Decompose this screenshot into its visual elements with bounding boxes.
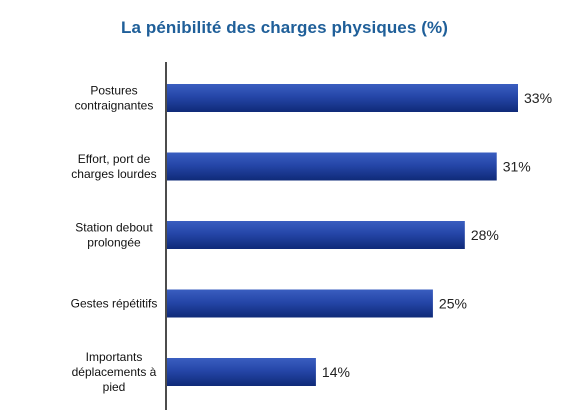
- bars-layer: [167, 84, 518, 386]
- bar-0: [167, 84, 518, 112]
- value-label-4: 14%: [322, 364, 350, 380]
- category-label-0: Postures contraignantes: [75, 84, 154, 113]
- value-label-1: 31%: [503, 159, 531, 175]
- chart-title: La pénibilité des charges physiques (%): [121, 18, 448, 37]
- category-label-4: Importants déplacements à pied: [72, 350, 157, 394]
- category-label-3: Gestes répétitifs: [71, 297, 158, 311]
- category-label-2: Station debout prolongée: [75, 221, 153, 250]
- value-label-2: 28%: [471, 227, 499, 243]
- bar-3: [167, 289, 433, 318]
- value-labels: 33% 31% 28% 25% 14%: [322, 90, 552, 380]
- value-label-3: 25%: [439, 296, 467, 312]
- bar-4: [167, 358, 316, 386]
- category-label-1: Effort, port de charges lourdes: [71, 152, 156, 181]
- value-label-0: 33%: [524, 90, 552, 106]
- bar-1: [167, 152, 497, 181]
- category-labels: Postures contraignantes Effort, port de cha…: [71, 84, 158, 395]
- bar-2: [167, 221, 465, 249]
